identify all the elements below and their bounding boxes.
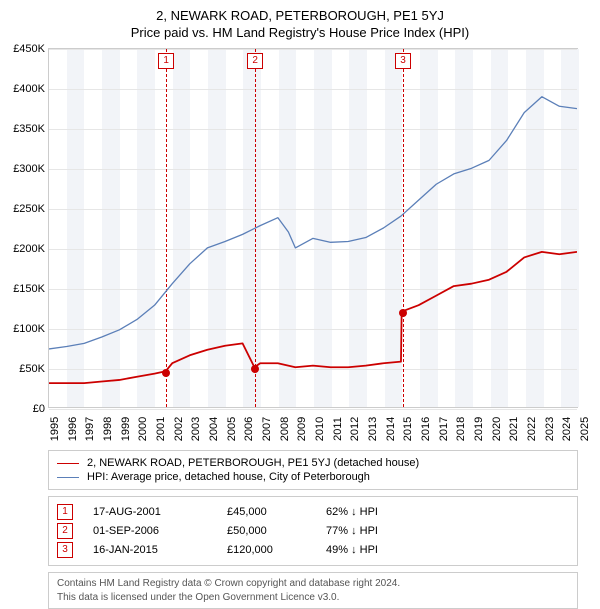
x-axis-label: 2004 — [208, 417, 220, 441]
y-axis-label: £200K — [3, 243, 45, 255]
attribution-line: This data is licensed under the Open Gov… — [57, 591, 569, 605]
x-axis-label: 1999 — [120, 417, 132, 441]
attribution-line: Contains HM Land Registry data © Crown c… — [57, 577, 569, 591]
x-axis-label: 2003 — [190, 417, 202, 441]
x-axis-label: 2021 — [508, 417, 520, 441]
x-axis-label: 2000 — [137, 417, 149, 441]
y-axis-label: £100K — [3, 323, 45, 335]
y-axis-label: £150K — [3, 283, 45, 295]
x-axis-label: 2010 — [314, 417, 326, 441]
x-axis-label: 2006 — [243, 417, 255, 441]
x-axis-label: 2009 — [296, 417, 308, 441]
sales-row-date: 01-SEP-2006 — [93, 525, 223, 537]
sales-row-price: £120,000 — [227, 544, 322, 556]
legend: 2, NEWARK ROAD, PETERBOROUGH, PE1 5YJ (d… — [48, 450, 578, 490]
legend-swatch — [57, 477, 79, 478]
series-hpi — [49, 97, 577, 349]
legend-label: 2, NEWARK ROAD, PETERBOROUGH, PE1 5YJ (d… — [87, 457, 419, 469]
legend-label: HPI: Average price, detached house, City… — [87, 471, 370, 483]
chart-plot-area: £0£50K£100K£150K£200K£250K£300K£350K£400… — [48, 48, 578, 408]
sales-table-row: 2 01-SEP-2006 £50,000 77% ↓ HPI — [57, 523, 569, 539]
sales-row-number: 1 — [57, 504, 73, 520]
x-axis-label: 2002 — [173, 417, 185, 441]
sales-row-price: £50,000 — [227, 525, 322, 537]
y-axis-label: £350K — [3, 123, 45, 135]
y-axis-label: £300K — [3, 163, 45, 175]
x-axis-label: 2017 — [438, 417, 450, 441]
x-axis-label: 2014 — [385, 417, 397, 441]
x-axis-label: 1995 — [49, 417, 61, 441]
x-axis-label: 2011 — [332, 417, 344, 441]
x-axis-label: 2008 — [279, 417, 291, 441]
attribution: Contains HM Land Registry data © Crown c… — [48, 572, 578, 609]
sales-row-delta: 49% ↓ HPI — [326, 544, 569, 556]
sales-row-delta: 62% ↓ HPI — [326, 506, 569, 518]
chart-title: 2, NEWARK ROAD, PETERBOROUGH, PE1 5YJ — [0, 8, 600, 23]
sales-table-row: 3 16-JAN-2015 £120,000 49% ↓ HPI — [57, 542, 569, 558]
sales-row-delta: 77% ↓ HPI — [326, 525, 569, 537]
x-axis-label: 2013 — [367, 417, 379, 441]
x-axis-label: 1997 — [84, 417, 96, 441]
y-axis-label: £250K — [3, 203, 45, 215]
x-axis-label: 1996 — [67, 417, 79, 441]
legend-swatch — [57, 463, 79, 464]
x-axis-label: 2023 — [544, 417, 556, 441]
x-axis-label: 2018 — [455, 417, 467, 441]
x-axis-label: 2015 — [402, 417, 414, 441]
sales-row-number: 2 — [57, 523, 73, 539]
x-axis-label: 2016 — [420, 417, 432, 441]
sales-table-row: 1 17-AUG-2001 £45,000 62% ↓ HPI — [57, 504, 569, 520]
sales-row-date: 16-JAN-2015 — [93, 544, 223, 556]
x-axis-label: 2020 — [491, 417, 503, 441]
x-axis-label: 2025 — [579, 417, 591, 441]
sales-row-number: 3 — [57, 542, 73, 558]
sales-table: 1 17-AUG-2001 £45,000 62% ↓ HPI 2 01-SEP-2006… — [48, 496, 578, 566]
x-axis-label: 2007 — [261, 417, 273, 441]
x-axis-label: 2022 — [526, 417, 538, 441]
x-axis-label: 2024 — [561, 417, 573, 441]
y-axis-label: £400K — [3, 83, 45, 95]
x-axis-label: 2001 — [155, 417, 167, 441]
x-axis-label: 2005 — [226, 417, 238, 441]
x-axis-label: 2012 — [349, 417, 361, 441]
x-axis-label: 1998 — [102, 417, 114, 441]
x-axis-label: 2019 — [473, 417, 485, 441]
y-axis-label: £50K — [3, 363, 45, 375]
series-price_paid — [49, 252, 577, 383]
legend-item: HPI: Average price, detached house, City… — [57, 471, 569, 483]
chart-subtitle: Price paid vs. HM Land Registry's House … — [0, 25, 600, 40]
legend-item: 2, NEWARK ROAD, PETERBOROUGH, PE1 5YJ (d… — [57, 457, 569, 469]
y-axis-label: £0 — [3, 403, 45, 415]
y-axis-label: £450K — [3, 43, 45, 55]
sales-row-date: 17-AUG-2001 — [93, 506, 223, 518]
sales-row-price: £45,000 — [227, 506, 322, 518]
